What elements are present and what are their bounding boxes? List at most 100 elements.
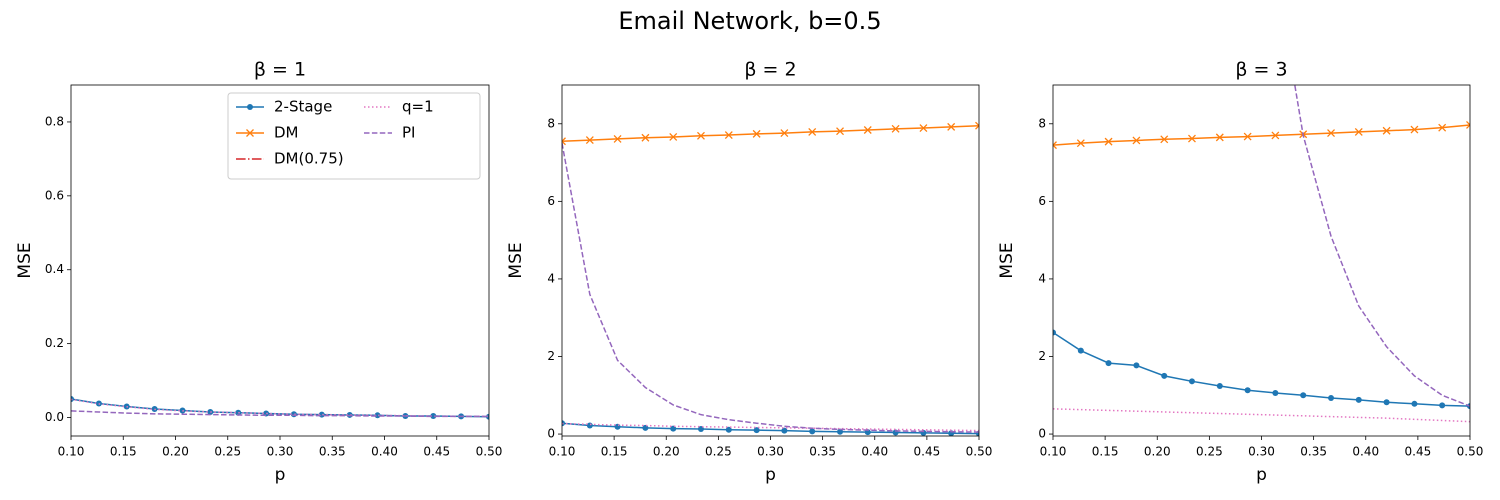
y-tick-label: 4 xyxy=(547,271,555,285)
marker xyxy=(1104,137,1113,146)
marker xyxy=(1383,399,1390,406)
plot-area xyxy=(1053,85,1470,423)
marker xyxy=(1216,382,1223,389)
x-axis-label: p xyxy=(275,465,286,485)
marker xyxy=(697,426,704,433)
x-tick-label: 0.35 xyxy=(1300,445,1327,459)
plot-area xyxy=(562,121,979,436)
marker xyxy=(1133,362,1140,369)
x-tick-label: 0.25 xyxy=(705,445,732,459)
marker xyxy=(781,427,788,434)
x-tick-label: 0.30 xyxy=(757,445,784,459)
y-axis-label: MSE xyxy=(506,242,526,278)
marker xyxy=(1300,392,1307,399)
y-axis-label: MSE xyxy=(997,242,1017,278)
marker xyxy=(207,408,214,415)
marker xyxy=(1160,135,1169,144)
marker xyxy=(753,427,760,434)
y-tick-label: 0.8 xyxy=(45,114,64,128)
marker xyxy=(642,424,649,431)
axes-frame xyxy=(70,84,490,437)
marker xyxy=(891,124,900,133)
legend-marker xyxy=(246,129,254,137)
x-tick-label: 0.10 xyxy=(549,445,576,459)
x-tick-label: 0.20 xyxy=(162,445,189,459)
y-tick-label: 0.2 xyxy=(45,336,64,350)
series-line xyxy=(71,410,489,418)
marker xyxy=(374,412,381,419)
x-tick-label: 0.45 xyxy=(423,445,450,459)
marker xyxy=(1076,139,1085,148)
x-tick-label: 0.40 xyxy=(371,445,398,459)
marker xyxy=(863,126,872,134)
legend-label: DM xyxy=(274,124,299,142)
marker xyxy=(1161,372,1168,379)
marker xyxy=(1382,126,1391,135)
legend-box xyxy=(227,92,481,180)
series-line xyxy=(71,398,489,418)
series-line xyxy=(562,143,979,433)
marker xyxy=(290,411,297,418)
y-tick-label: 8 xyxy=(547,116,555,130)
marker xyxy=(1328,394,1335,401)
marker xyxy=(975,121,979,130)
x-tick-label: 0.35 xyxy=(809,445,836,459)
axes-title: β = 3 xyxy=(1235,59,1287,81)
marker xyxy=(641,133,650,142)
marker xyxy=(780,129,789,138)
marker xyxy=(808,127,817,136)
marker xyxy=(809,428,816,435)
series-line xyxy=(562,422,979,432)
marker xyxy=(1272,389,1279,396)
x-tick-label: 0.20 xyxy=(653,445,680,459)
marker xyxy=(947,122,956,131)
y-tick-label: 2 xyxy=(1038,349,1046,363)
y-tick-label: 8 xyxy=(1038,116,1046,130)
marker xyxy=(724,131,733,139)
x-tick-label: 0.30 xyxy=(267,445,294,459)
axes-frame xyxy=(1052,84,1471,437)
marker xyxy=(1053,141,1057,150)
marker xyxy=(1271,131,1280,140)
marker xyxy=(1188,134,1196,143)
series-line xyxy=(1053,408,1470,423)
marker xyxy=(1410,125,1419,134)
legend-label: DM(0.75) xyxy=(274,150,344,168)
x-tick-label: 0.10 xyxy=(58,445,85,459)
x-tick-label: 0.15 xyxy=(1092,445,1119,459)
y-tick-label: 2 xyxy=(547,349,555,363)
y-tick-label: 0.4 xyxy=(45,262,64,276)
marker xyxy=(752,129,761,138)
marker xyxy=(725,426,732,433)
marker xyxy=(1132,136,1141,145)
marker xyxy=(919,124,928,133)
x-axis-label: p xyxy=(1256,465,1267,485)
x-tick-label: 0.25 xyxy=(214,445,241,459)
marker xyxy=(562,137,566,146)
marker xyxy=(1354,127,1363,136)
x-tick-label: 0.10 xyxy=(1040,445,1067,459)
x-tick-label: 0.35 xyxy=(319,445,346,459)
x-tick-label: 0.15 xyxy=(110,445,137,459)
marker xyxy=(1243,132,1252,141)
x-tick-label: 0.50 xyxy=(966,445,993,459)
marker xyxy=(669,133,678,141)
y-tick-label: 4 xyxy=(1038,271,1046,285)
series-line xyxy=(562,124,979,142)
series-line xyxy=(1053,124,1470,146)
y-tick-label: 0.6 xyxy=(45,188,64,202)
figure-title: Email Network, b=0.5 xyxy=(618,7,881,35)
marker xyxy=(586,422,593,429)
marker xyxy=(1327,129,1335,138)
marker xyxy=(1215,133,1224,142)
marker xyxy=(836,127,844,136)
x-tick-label: 0.50 xyxy=(476,445,503,459)
marker xyxy=(1439,402,1446,409)
x-tick-label: 0.40 xyxy=(861,445,888,459)
x-tick-label: 0.45 xyxy=(1405,445,1432,459)
x-tick-label: 0.40 xyxy=(1352,445,1379,459)
marker xyxy=(1411,400,1418,407)
y-tick-label: 0.0 xyxy=(45,410,64,424)
marker xyxy=(697,131,705,140)
legend-label: PI xyxy=(402,124,415,142)
